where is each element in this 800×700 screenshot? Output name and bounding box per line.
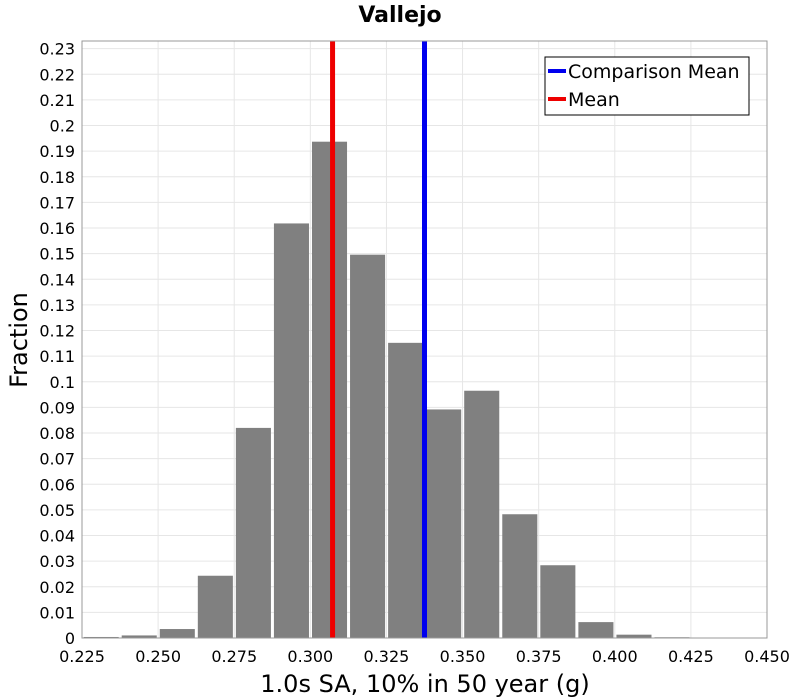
legend-label: Mean bbox=[568, 89, 620, 111]
histogram-bar bbox=[311, 141, 348, 638]
y-tick-label: 0.2 bbox=[50, 117, 75, 136]
x-tick-label: 0.400 bbox=[592, 647, 638, 666]
y-tick-label: 0.11 bbox=[39, 347, 75, 366]
x-tick-label: 0.275 bbox=[211, 647, 257, 666]
x-tick-label: 0.325 bbox=[364, 647, 410, 666]
y-tick-label: 0.13 bbox=[39, 296, 75, 315]
x-tick-label: 0.375 bbox=[516, 647, 562, 666]
y-tick-label: 0.22 bbox=[39, 65, 75, 84]
histogram-bar bbox=[273, 223, 309, 638]
histogram-bar bbox=[502, 514, 538, 638]
y-tick-label: 0.04 bbox=[39, 527, 75, 546]
y-tick-label: 0.02 bbox=[39, 578, 75, 597]
y-tick-label: 0.15 bbox=[39, 245, 75, 264]
y-tick-label: 0.23 bbox=[39, 40, 75, 59]
y-tick-label: 0.09 bbox=[39, 398, 75, 417]
legend: Comparison Mean Mean bbox=[544, 56, 750, 116]
y-axis-label: Fraction bbox=[5, 292, 33, 388]
legend-label: Comparison Mean bbox=[568, 61, 740, 83]
histogram-bar bbox=[159, 629, 195, 638]
y-tick-label: 0.03 bbox=[39, 552, 75, 571]
histogram-bar bbox=[83, 636, 119, 638]
y-tick-label: 0.12 bbox=[39, 322, 75, 341]
x-axis-label: 1.0s SA, 10% in 50 year (g) bbox=[260, 670, 589, 698]
histogram-bar bbox=[350, 254, 386, 638]
x-tick-label: 0.300 bbox=[287, 647, 333, 666]
histogram-bar bbox=[616, 634, 652, 638]
x-tick-label: 0.450 bbox=[744, 647, 790, 666]
y-tick-label: 0.14 bbox=[39, 270, 75, 289]
y-tick-label: 0.01 bbox=[39, 603, 75, 622]
y-tick-label: 0.18 bbox=[39, 168, 75, 187]
y-tick-label: 0.07 bbox=[39, 450, 75, 469]
legend-box bbox=[544, 56, 750, 116]
y-tick-label: 0.1 bbox=[50, 373, 75, 392]
y-tick-label: 0.21 bbox=[39, 91, 75, 110]
y-tick-label: 0.17 bbox=[39, 193, 75, 212]
histogram-bar bbox=[540, 565, 576, 638]
y-tick-label: 0.05 bbox=[39, 501, 75, 520]
histogram-bar bbox=[578, 622, 614, 638]
x-tick-label: 0.425 bbox=[668, 647, 714, 666]
chart-title: Vallejo bbox=[358, 3, 441, 28]
y-tick-label: 0.19 bbox=[39, 142, 75, 161]
plot-frame bbox=[81, 40, 768, 639]
histogram-bar bbox=[235, 427, 271, 638]
x-axis-ticks: 0.225 0.250 0.275 0.300 0.325 0.350 0.375 0.400… bbox=[59, 647, 790, 666]
histogram-bar bbox=[388, 342, 424, 638]
histogram-bar bbox=[121, 635, 157, 638]
x-tick-label: 0.225 bbox=[59, 647, 105, 666]
histogram-bar bbox=[197, 575, 233, 638]
mean-lines bbox=[330, 41, 427, 638]
y-tick-label: 0.08 bbox=[39, 424, 75, 443]
x-tick-label: 0.350 bbox=[440, 647, 486, 666]
y-tick-label: 0.06 bbox=[39, 475, 75, 494]
bars bbox=[83, 141, 690, 638]
x-tick-label: 0.250 bbox=[135, 647, 181, 666]
histogram-bar bbox=[426, 409, 462, 638]
y-axis-ticks: 0 0.01 0.02 0.03 0.04 0.05 0.06 0.07 0.08 0.09 0.1… bbox=[39, 40, 75, 648]
y-tick-label: 0 bbox=[65, 629, 75, 648]
y-tick-label: 0.16 bbox=[39, 219, 75, 238]
histogram-bar bbox=[464, 390, 500, 638]
